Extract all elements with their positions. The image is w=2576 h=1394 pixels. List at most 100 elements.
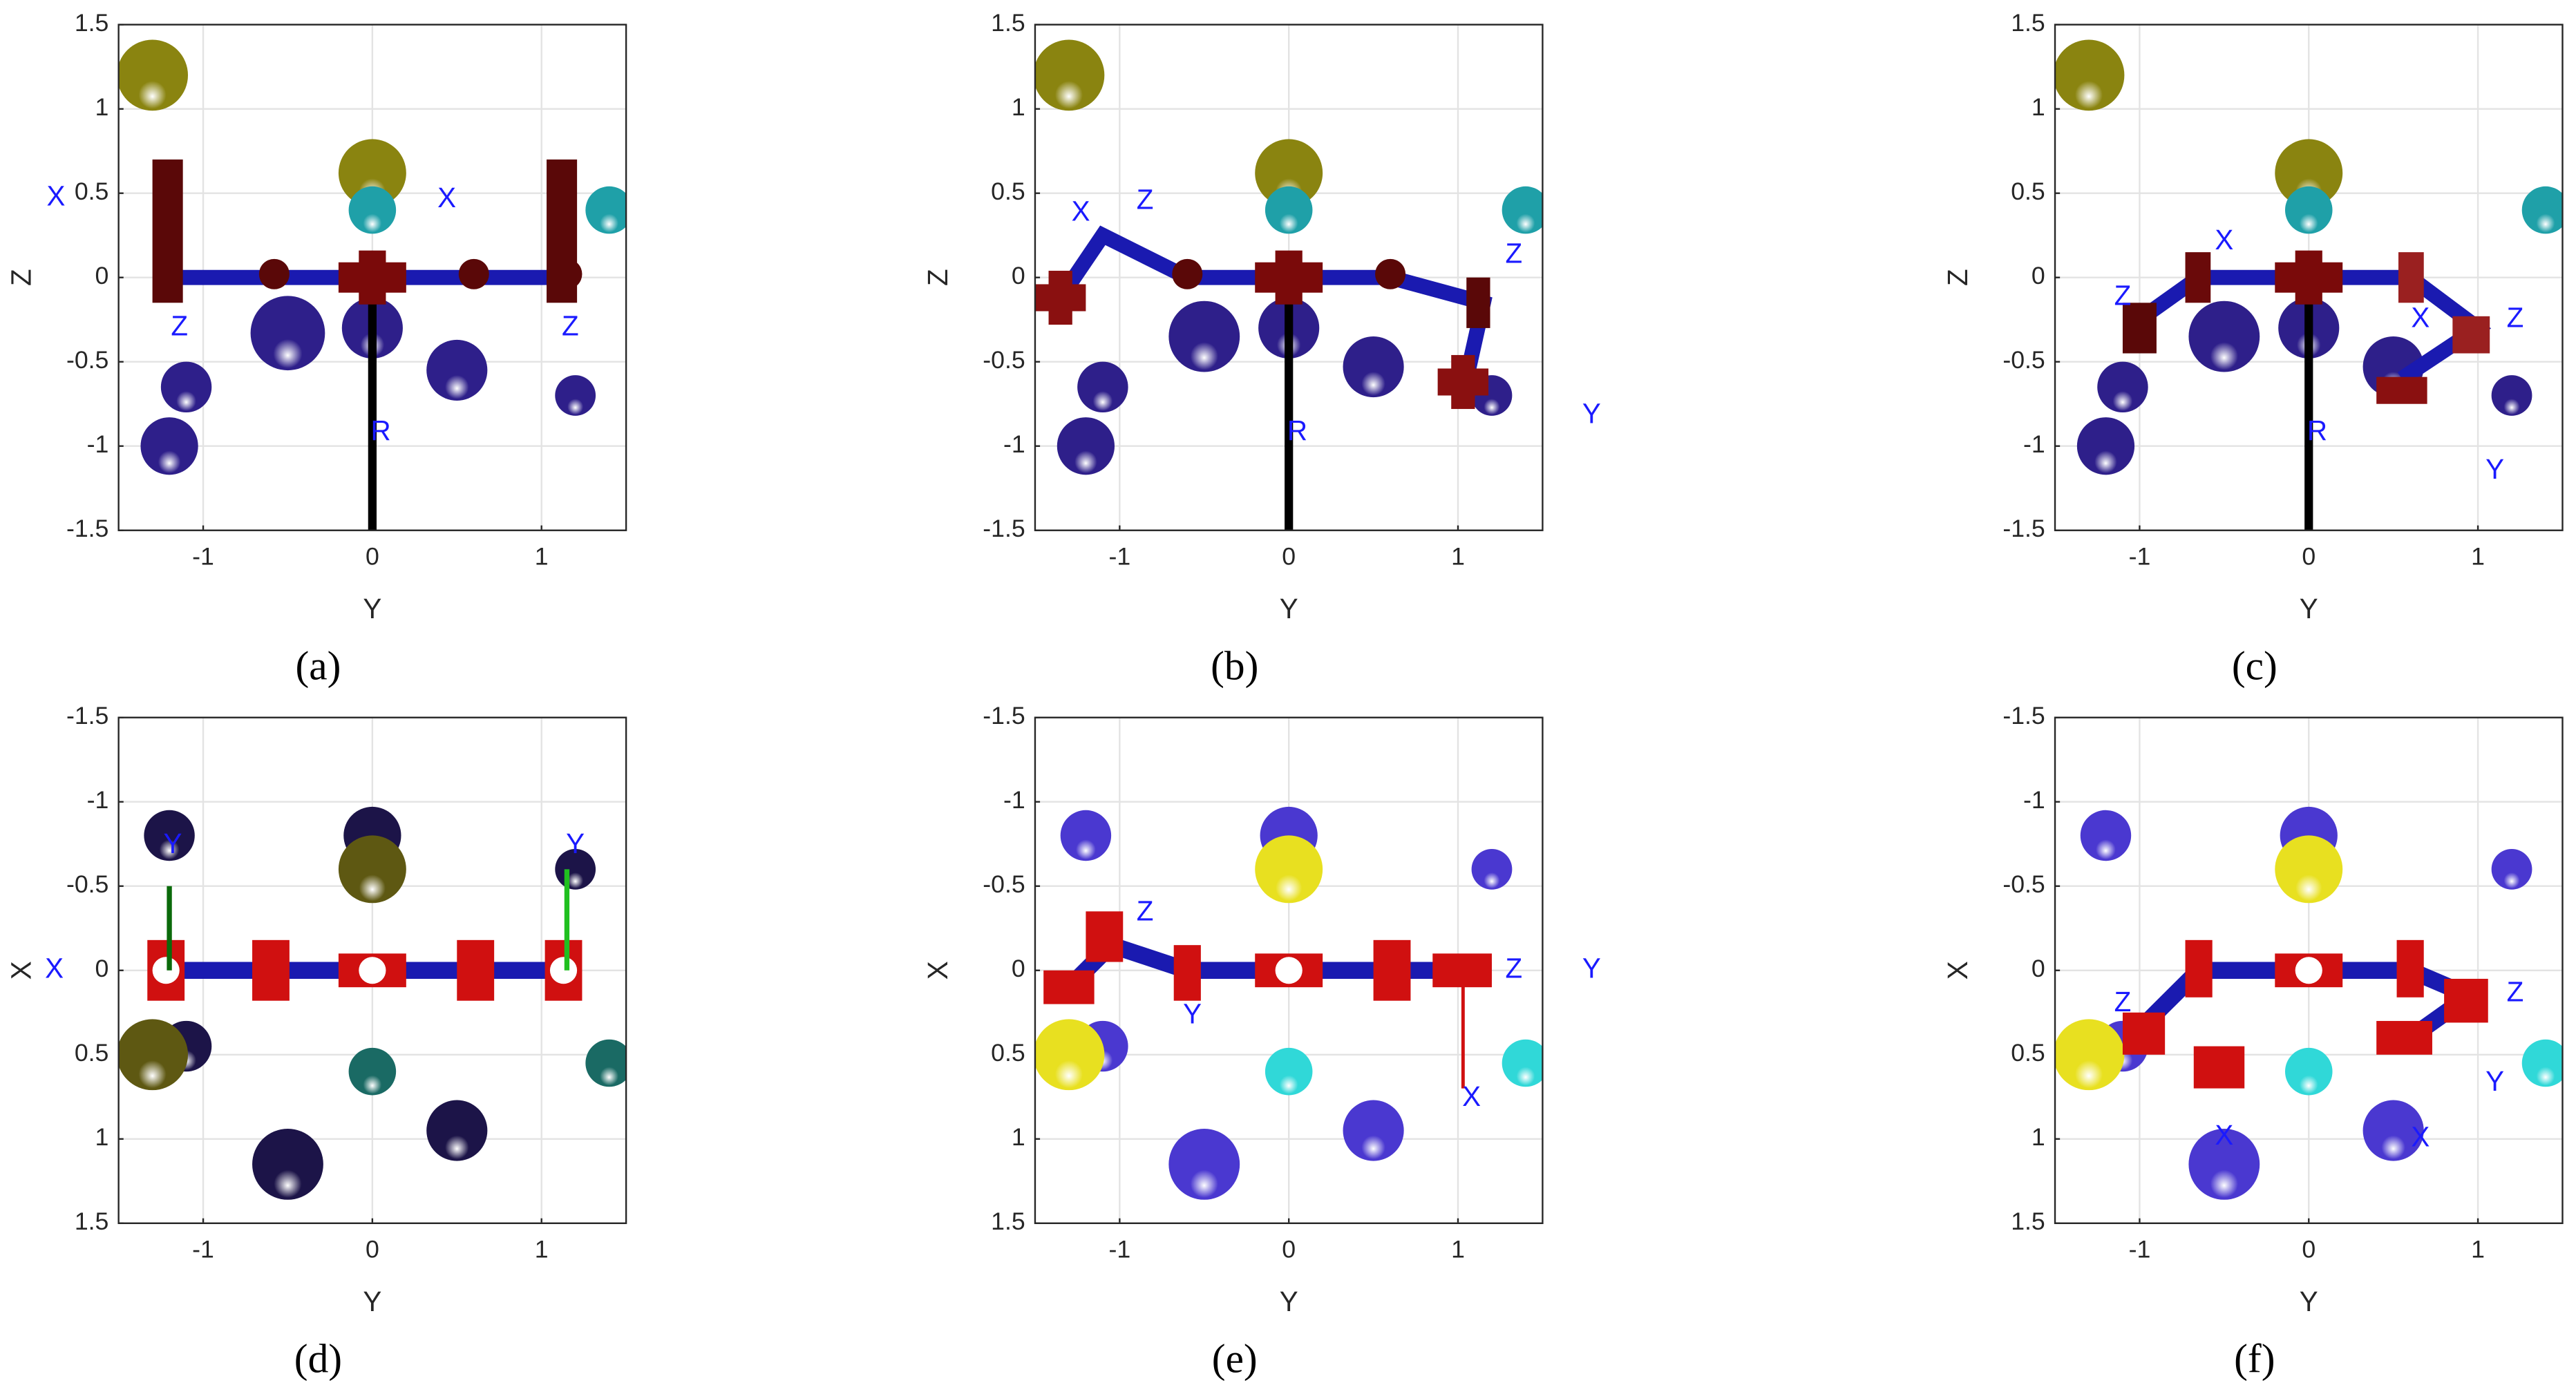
panel-caption: (c)	[2232, 642, 2277, 688]
axis-annotation: X	[437, 182, 456, 213]
axis-annotation: X	[1462, 1080, 1481, 1112]
axis-annotation: R	[1287, 414, 1307, 446]
panel: -1 0 1 -1.5 -1 -0.5 0 0.5 1 1.5 Z Y Z Y X Y X (e)	[922, 702, 1601, 1381]
y-tick-label: 1	[1012, 1123, 1025, 1151]
axis-annotation: Y	[164, 828, 182, 859]
x-tick-label: 0	[2302, 1236, 2315, 1263]
axis-annotation: Y	[2485, 453, 2504, 485]
plot-content	[118, 39, 627, 531]
axis-annotation: Z	[2114, 280, 2132, 312]
axis-annotation: Z	[2507, 976, 2524, 1008]
x-tick-label: -1	[192, 1236, 214, 1263]
x-tick-label: 1	[535, 543, 549, 571]
y-tick-label: 0.5	[991, 1039, 1025, 1067]
x-tick-label: -1	[1109, 1236, 1131, 1263]
plot-content	[1034, 39, 1543, 531]
y-tick-label: 0	[95, 955, 109, 982]
plot-content	[1034, 806, 1543, 1200]
axis-annotation: X	[2411, 1120, 2430, 1152]
y-tick-label: -1.5	[66, 515, 108, 542]
y-tick-label: 0.5	[2011, 1039, 2045, 1067]
y-tick-label: 1	[1012, 93, 1025, 121]
axis-annotation: Z	[171, 310, 188, 342]
sphere	[1265, 1047, 1313, 1096]
y-axis-label: Z	[5, 269, 37, 286]
y-axis-label: X	[922, 961, 954, 980]
x-tick-label: 0	[2302, 543, 2315, 571]
y-tick-label: 0.5	[75, 1039, 109, 1067]
sphere	[1265, 186, 1313, 234]
sphere	[2188, 1128, 2260, 1200]
y-tick-label: -0.5	[983, 870, 1025, 898]
axis-annotation: Z	[1505, 952, 1522, 984]
y-tick-label: 1.5	[2011, 1207, 2045, 1235]
sphere	[160, 361, 212, 413]
y-tick-label: 1	[2032, 1123, 2045, 1151]
x-tick-label: 1	[2471, 1236, 2485, 1263]
axis-annotation: Z	[2114, 986, 2132, 1018]
sphere	[1343, 1100, 1404, 1161]
y-axis-label: Z	[1942, 269, 1973, 286]
robot-arm	[2122, 939, 2488, 1089]
x-tick-label: 0	[366, 543, 379, 571]
panel: -1 0 1 -1.5 -1 -0.5 0 0.5 1 1.5 X Z Z Y R Y Z (b)	[922, 9, 1601, 688]
y-tick-label: -1	[2023, 786, 2045, 814]
y-tick-label: 1.5	[991, 9, 1025, 37]
sphere	[118, 1019, 188, 1091]
axis-annotation: R	[371, 414, 391, 446]
sphere	[2491, 375, 2532, 416]
y-tick-label: -0.5	[983, 346, 1025, 374]
y-tick-label: -1.5	[983, 515, 1025, 542]
sphere	[2284, 186, 2333, 234]
axes-box	[117, 716, 627, 1224]
sphere	[1343, 336, 1404, 398]
x-tick-label: 0	[366, 1236, 379, 1263]
y-tick-label: 0	[2032, 262, 2045, 289]
y-tick-label: -0.5	[66, 870, 108, 898]
axis-annotation: R	[2307, 414, 2327, 446]
plot-content	[2055, 39, 2563, 531]
axis-annotation: X	[1072, 195, 1090, 227]
x-tick-label: 1	[2471, 543, 2485, 571]
sphere	[1034, 1019, 1105, 1091]
sphere	[2521, 1039, 2563, 1087]
y-tick-label: 0	[1012, 262, 1025, 289]
robot-arm	[2122, 250, 2492, 531]
axes-box	[2054, 716, 2564, 1224]
sphere	[2188, 300, 2260, 372]
sphere	[555, 375, 596, 416]
sphere	[2055, 39, 2125, 111]
y-tick-label: -1	[87, 430, 109, 458]
axis-annotation: Y	[1582, 397, 1601, 429]
y-tick-label: -1.5	[66, 702, 108, 729]
y-tick-label: -0.5	[2002, 346, 2045, 374]
x-tick-label: 1	[1451, 543, 1465, 571]
axes-box	[1034, 23, 1544, 531]
sphere	[585, 186, 627, 234]
y-tick-label: -1	[1003, 786, 1025, 814]
y-tick-label: 0.5	[2011, 178, 2045, 205]
panel: -1 0 1 -1.5 -1 -0.5 0 0.5 1 1.5 X Y Y Y X (d)	[5, 702, 627, 1381]
sphere	[2097, 361, 2148, 413]
x-tick-label: 1	[1451, 1236, 1465, 1263]
axis-annotation: Z	[1137, 895, 1154, 926]
sphere	[338, 139, 406, 207]
x-tick-label: 1	[535, 1236, 549, 1263]
sphere	[1057, 417, 1115, 475]
axis-annotation: Y	[1582, 952, 1601, 984]
y-tick-label: 0	[95, 262, 109, 289]
x-tick-label: -1	[2129, 1236, 2151, 1263]
plot-content	[118, 806, 627, 1200]
robot-arm	[147, 869, 583, 1001]
axes-box	[1034, 716, 1544, 1224]
y-axis-label: X	[5, 961, 37, 980]
panel-caption: (a)	[295, 642, 341, 688]
sphere	[144, 810, 195, 861]
y-tick-label: -1.5	[2002, 515, 2045, 542]
sphere	[426, 339, 488, 401]
panel: -1 0 1 -1.5 -1 -0.5 0 0.5 1 1.5 X Z Z X Y R Y Z (c)	[1942, 9, 2564, 688]
x-tick-label: -1	[1109, 543, 1131, 571]
y-tick-label: -1.5	[2002, 702, 2045, 729]
